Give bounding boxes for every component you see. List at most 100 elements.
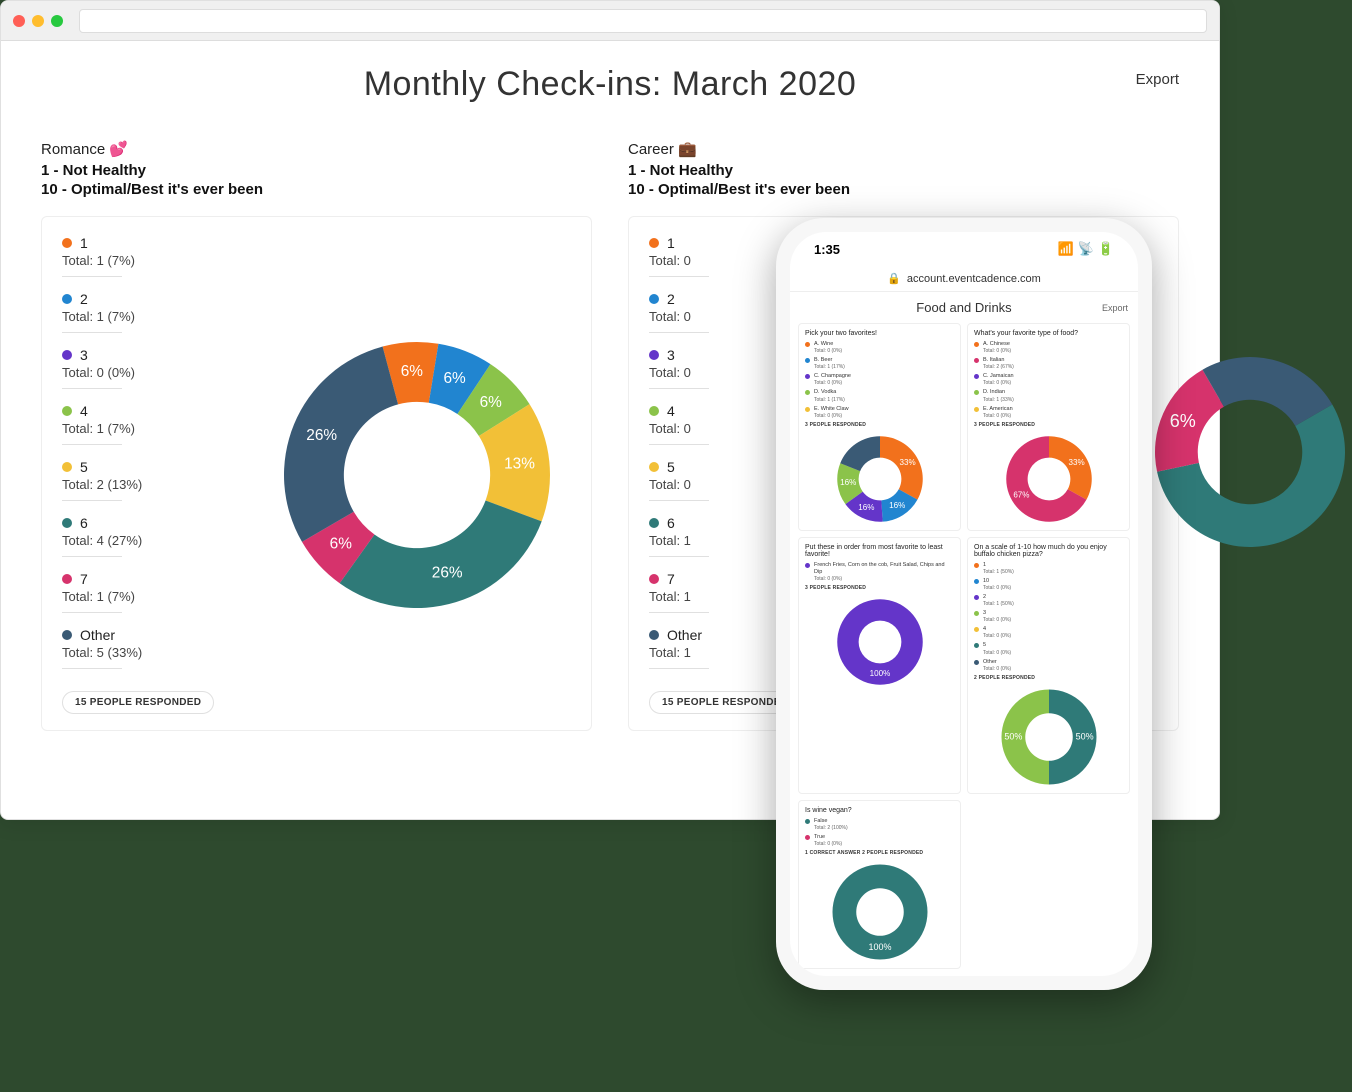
svg-text:33%: 33% — [899, 458, 915, 467]
legend-rule — [62, 612, 122, 613]
mini-label: True — [814, 834, 842, 841]
mini-sub: Total: 1 (17%) — [814, 364, 845, 370]
mini-sub: Total: 1 (33%) — [983, 397, 1014, 403]
svg-text:6%: 6% — [329, 535, 352, 552]
mini-label: False — [814, 818, 848, 825]
mini-label: A. Wine — [814, 341, 842, 348]
mini-legend-item: C. JamaicanTotal: 0 (0%) — [974, 373, 1123, 386]
browser-chrome — [1, 1, 1219, 41]
mini-dot — [974, 611, 979, 616]
mini-donut: text{font-size:18px;fill:#fff;text-ancho… — [1004, 434, 1094, 524]
mini-dot — [805, 358, 810, 363]
legend-label: 6 — [667, 515, 675, 531]
legend-dot — [649, 350, 659, 360]
mini-dot — [974, 358, 979, 363]
mini-legend-item: A. ChineseTotal: 0 (0%) — [974, 341, 1123, 354]
mini-responded: 3 PEOPLE RESPONDED — [805, 422, 954, 428]
legend-label: 3 — [667, 347, 675, 363]
responded-pill: 15 PEOPLE RESPONDED — [62, 691, 214, 714]
legend-dot — [62, 350, 72, 360]
svg-text:33%: 33% — [1068, 458, 1084, 467]
mini-legend-item: FalseTotal: 2 (100%) — [805, 818, 954, 831]
mini-donut-wrap: text{font-size:18px;fill:#fff;text-ancho… — [805, 434, 954, 524]
svg-text:26%: 26% — [306, 426, 337, 443]
mini-legend-item: 1Total: 1 (50%) — [974, 562, 1123, 575]
mini-responded: 2 PEOPLE RESPONDED — [974, 675, 1123, 681]
phone-status-icons: 📶 📡 🔋 — [1057, 241, 1114, 257]
mini-donut: text{font-size:18px;fill:#fff;text-ancho… — [835, 597, 925, 687]
legend-item: 7Total: 1 (7%) — [62, 571, 242, 613]
mini-label: 1 — [983, 562, 1014, 569]
phone-export-button[interactable]: Export — [1102, 303, 1128, 313]
svg-text:50%: 50% — [1004, 731, 1022, 741]
legend-dot — [649, 518, 659, 528]
legend-label: 3 — [80, 347, 88, 363]
phone-card: Pick your two favorites!A. WineTotal: 0 … — [798, 323, 961, 531]
phone-screen: 1:35 📶 📡 🔋 🔒 account.eventcadence.com Fo… — [790, 232, 1138, 976]
mini-legend-item: French Fries, Corn on the cob, Fruit Sal… — [805, 562, 954, 582]
url-bar[interactable] — [79, 9, 1207, 33]
mini-dot — [974, 579, 979, 584]
legend-rule — [62, 500, 122, 501]
mini-dot — [974, 595, 979, 600]
minimize-icon[interactable] — [32, 15, 44, 27]
mini-label: Other — [983, 659, 1011, 666]
legend-rule — [649, 332, 709, 333]
mini-label: 2 — [983, 594, 1014, 601]
legend-sub: Total: 1 (7%) — [62, 253, 242, 268]
mini-sub: Total: 1 (17%) — [814, 397, 845, 403]
mini-responded: 1 CORRECT ANSWER 2 PEOPLE RESPONDED — [805, 850, 954, 856]
scale-low: 1 - Not Healthy — [41, 162, 592, 179]
mini-dot — [805, 374, 810, 379]
mini-sub: Total: 0 (0%) — [983, 348, 1011, 354]
donut-chart: 6%6%6%13%26%6%26% — [277, 335, 557, 615]
traffic-lights — [13, 15, 63, 27]
legend-label: Other — [667, 627, 702, 643]
mini-responded: 3 PEOPLE RESPONDED — [974, 422, 1123, 428]
mini-sub: Total: 0 (0%) — [983, 585, 1011, 591]
legend-item: 3Total: 0 (0%) — [62, 347, 242, 389]
mini-label: 3 — [983, 610, 1011, 617]
mini-question: On a scale of 1-10 how much do you enjoy… — [974, 544, 1123, 558]
mini-legend-item: A. WineTotal: 0 (0%) — [805, 341, 954, 354]
mini-sub: Total: 1 (50%) — [983, 601, 1014, 607]
mini-sub: Total: 0 (0%) — [814, 576, 954, 582]
mini-dot — [974, 627, 979, 632]
mini-label: C. Jamaican — [983, 373, 1014, 380]
legend-sub: Total: 1 (7%) — [62, 309, 242, 324]
mini-legend-item: 4Total: 0 (0%) — [974, 626, 1123, 639]
close-icon[interactable] — [13, 15, 25, 27]
scale-low: 1 - Not Healthy — [628, 162, 1179, 179]
svg-text:6%: 6% — [443, 370, 466, 387]
legend-item: 5Total: 2 (13%) — [62, 459, 242, 501]
legend-label: 5 — [80, 459, 88, 475]
phone-cards-grid: Pick your two favorites!A. WineTotal: 0 … — [790, 323, 1138, 976]
maximize-icon[interactable] — [51, 15, 63, 27]
legend-dot — [62, 518, 72, 528]
phone-card: Is wine vegan?FalseTotal: 2 (100%)TrueTo… — [798, 800, 961, 969]
mini-label: B. Italian — [983, 357, 1014, 364]
mini-dot — [974, 390, 979, 395]
mini-responded: 3 PEOPLE RESPONDED — [805, 585, 954, 591]
export-button[interactable]: Export — [1136, 71, 1179, 88]
mini-legend-item: E. AmericanTotal: 0 (0%) — [974, 406, 1123, 419]
legend-item: 1Total: 1 (7%) — [62, 235, 242, 277]
phone-url: account.eventcadence.com — [907, 273, 1041, 285]
legend-dot — [649, 462, 659, 472]
phone-time: 1:35 — [814, 242, 840, 257]
scale-high: 10 - Optimal/Best it's ever been — [628, 181, 1179, 198]
mini-sub: Total: 0 (0%) — [814, 413, 849, 419]
legend-label: 7 — [80, 571, 88, 587]
legend-label: 2 — [80, 291, 88, 307]
mini-question: What's your favorite type of food? — [974, 330, 1123, 337]
legend-label: 7 — [667, 571, 675, 587]
legend-rule — [62, 668, 122, 669]
legend-sub: Total: 4 (27%) — [62, 533, 242, 548]
phone-address-bar[interactable]: 🔒 account.eventcadence.com — [790, 266, 1138, 292]
phone-card: What's your favorite type of food? A. Chi… — [967, 323, 1130, 531]
legend-dot — [62, 574, 72, 584]
mini-dot — [974, 660, 979, 665]
legend-label: 4 — [80, 403, 88, 419]
svg-text:100%: 100% — [868, 942, 891, 952]
mini-legend-item: 10Total: 0 (0%) — [974, 578, 1123, 591]
